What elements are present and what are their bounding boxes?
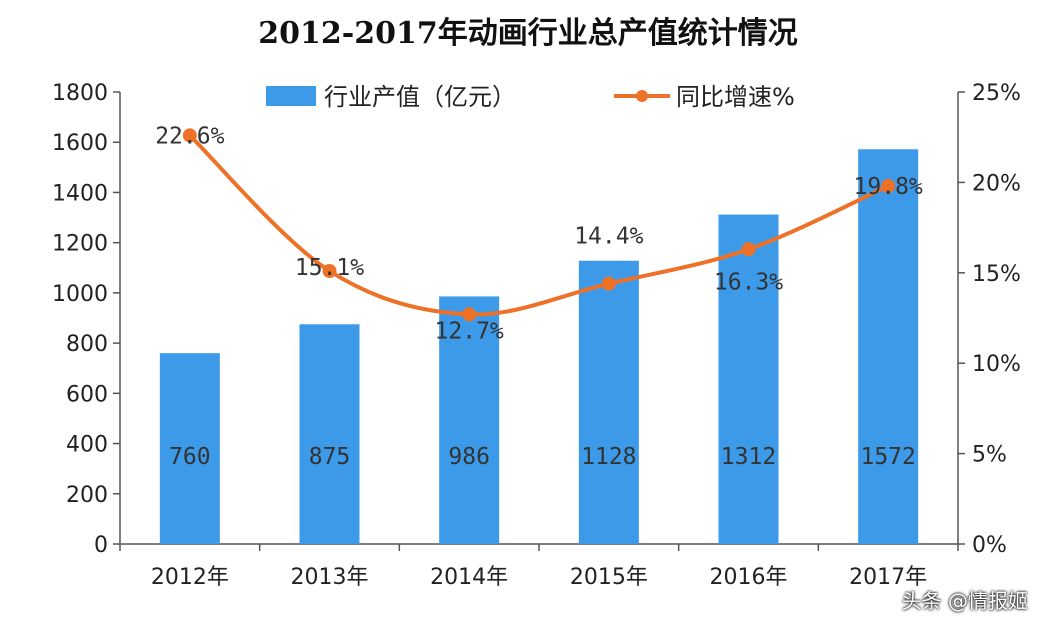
x-tick-label: 2017年 [849, 565, 927, 590]
data-labels: 760 875 986 1128 1312 1572 22.6% 15.1% 12.7% 14.4… [155, 123, 923, 470]
line-point [462, 307, 477, 322]
x-tick-label: 2012年 [151, 565, 229, 590]
bar-value-label: 1312 [721, 444, 776, 470]
bar-series [159, 149, 919, 544]
line-point [881, 179, 896, 194]
growth-value-label: 22.6% [155, 123, 224, 149]
y-right-tick-label: 5% [972, 443, 1007, 468]
bar [299, 324, 360, 544]
x-tick-label: 2015年 [570, 565, 648, 590]
y-left-tick-label: 200 [66, 483, 108, 508]
legend-line-label: 同比增速% [676, 83, 795, 111]
legend-line-marker [636, 90, 648, 102]
x-tick-label: 2014年 [430, 565, 508, 590]
y-left-tick-label: 800 [66, 332, 108, 357]
y-left-tick-label: 1800 [52, 81, 108, 106]
legend-bar-label: 行业产值（亿元） [324, 83, 516, 111]
bar-value-label: 986 [448, 444, 490, 470]
chart-legend: 行业产值（亿元） 同比增速% [266, 83, 795, 111]
bar [439, 296, 500, 544]
growth-value-label: 16.3% [714, 269, 783, 295]
chart-axes: 0 200 400 600 800 1000 1200 1400 1600 1800 0% 5% 10%… [52, 81, 1021, 590]
watermark-text: 头条 @情报姬 [901, 589, 1028, 613]
y-right-tick-label: 20% [972, 171, 1021, 196]
line-point [322, 263, 337, 278]
growth-value-label: 15.1% [295, 255, 364, 281]
line-point [182, 128, 197, 143]
line-point [741, 242, 756, 257]
x-tick-label: 2013年 [291, 565, 369, 590]
bar-value-label: 760 [169, 444, 211, 470]
legend-bar-swatch [266, 86, 316, 106]
growth-line [188, 133, 889, 317]
y-left-tick-label: 1200 [52, 232, 108, 257]
chart-title: 2012-2017年动画行业总产值统计情况 [258, 16, 798, 51]
growth-value-label: 19.8% [854, 174, 923, 200]
y-right-tick-label: 10% [972, 352, 1021, 377]
bar [718, 214, 779, 544]
y-left-tick-label: 400 [66, 433, 108, 458]
bar-value-label: 1572 [860, 444, 915, 470]
bar [159, 353, 220, 544]
line-series [182, 128, 896, 322]
y-left-tick-label: 0 [94, 533, 108, 558]
y-left-tick-label: 1400 [52, 181, 108, 206]
growth-value-label: 14.4% [574, 224, 643, 250]
growth-value-label: 12.7% [435, 318, 504, 344]
bar [858, 149, 919, 544]
line-point [601, 276, 616, 291]
bar [578, 260, 639, 544]
y-right-tick-label: 15% [972, 262, 1021, 287]
y-right-tick-label: 0% [972, 533, 1007, 558]
bar-value-label: 875 [309, 444, 351, 470]
y-right-tick-label: 25% [972, 81, 1021, 106]
y-left-tick-label: 1600 [52, 131, 108, 156]
bar-value-label: 1128 [581, 444, 636, 470]
y-left-tick-label: 600 [66, 382, 108, 407]
y-left-tick-label: 1000 [52, 282, 108, 307]
x-tick-label: 2016年 [710, 565, 788, 590]
